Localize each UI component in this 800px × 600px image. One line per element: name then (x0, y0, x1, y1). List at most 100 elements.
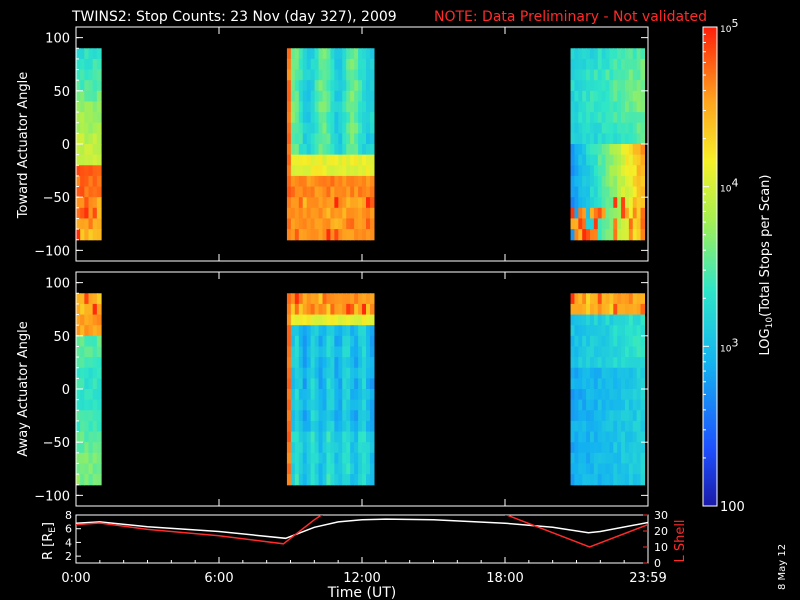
heatmap-cell (88, 186, 94, 198)
heatmap-cell (318, 80, 324, 92)
heatmap-cell (632, 293, 638, 305)
heatmap-cell (326, 122, 332, 134)
heatmap-cell (613, 399, 618, 411)
heatmap-cell (369, 335, 375, 348)
heatmap-cell (318, 378, 324, 390)
heatmap-cell (342, 144, 347, 156)
heatmap-cell (640, 357, 646, 369)
heatmap-cell (636, 378, 642, 390)
heatmap-cell (80, 229, 85, 241)
heatmap-cell (298, 452, 304, 465)
heatmap-cell (354, 144, 359, 156)
heatmap-cell (346, 122, 351, 134)
heatmap-cell (617, 58, 622, 71)
heatmap-cell (96, 90, 102, 103)
heatmap-cell (586, 420, 591, 433)
heatmap-cell (366, 101, 371, 113)
heatmap-cell (318, 122, 324, 134)
heatmap-cell (358, 229, 363, 241)
heatmap-cell (84, 335, 90, 348)
heatmap-cell (84, 303, 90, 316)
heatmap-cell (366, 154, 371, 166)
heatmap-cell (617, 80, 622, 92)
heatmap-cell (338, 346, 343, 358)
heatmap-cell (621, 197, 626, 209)
heatmap-cell (574, 90, 579, 103)
heatmap-cell (636, 207, 642, 220)
heatmap-cell (286, 133, 292, 145)
heatmap-cell (628, 303, 634, 316)
heatmap-cell (586, 335, 591, 348)
heatmap-cell (369, 165, 375, 177)
heatmap-cell (636, 112, 642, 124)
heatmap-cell (582, 399, 587, 411)
heatmap-cell (346, 197, 351, 209)
heatmap-cell (354, 314, 359, 326)
heatmap-cell (593, 101, 599, 113)
heatmap-cell (76, 410, 81, 422)
heatmap-cell (597, 101, 603, 113)
heatmap-cell (294, 122, 300, 134)
heatmap-cell (593, 410, 599, 422)
heatmap-cell (358, 154, 363, 166)
heatmap-cell (609, 357, 614, 369)
heatmap-cell (578, 229, 583, 241)
heatmap-cell (601, 58, 607, 71)
heatmap-cell (354, 378, 359, 390)
heatmap-cell (354, 474, 359, 486)
heatmap-cell (330, 357, 335, 369)
heatmap-cell (342, 207, 347, 220)
heatmap-cell (346, 431, 351, 443)
heatmap-cell (593, 474, 599, 486)
heatmap-cell (570, 90, 576, 103)
heatmap-cell (621, 346, 626, 358)
heatmap-cell (589, 175, 595, 188)
heatmap-cell (334, 58, 339, 71)
heatmap-cell (286, 303, 292, 316)
heatmap-cell (80, 367, 85, 379)
heatmap-cell (366, 420, 371, 433)
heatmap-cell (92, 165, 98, 177)
heatmap-cell (76, 122, 81, 134)
heatmap-cell (92, 218, 98, 230)
heatmap-cell (586, 186, 591, 198)
heatmap-cell (358, 112, 363, 124)
heatmap-cell (286, 378, 292, 390)
heatmap-cell (597, 197, 603, 209)
heatmap-cell (286, 154, 292, 166)
heatmap-cell (294, 378, 300, 390)
heatmap-cell (589, 389, 595, 401)
heatmap-cell (330, 229, 335, 241)
heatmap-cell (80, 293, 85, 305)
lshell-axis-label: L Shell (673, 519, 688, 562)
heatmap-cell (298, 80, 304, 92)
heatmap-cell (318, 197, 324, 209)
heatmap-cell (84, 420, 90, 433)
heatmap-cell (338, 175, 343, 188)
heatmap-cell (597, 474, 603, 486)
heatmap-cell (338, 101, 343, 113)
heatmap-cell (358, 165, 363, 177)
heatmap-cell (582, 303, 587, 316)
heatmap-cell (302, 367, 308, 379)
heatmap-cell (76, 197, 81, 209)
heatmap-cell (632, 80, 638, 92)
heatmap-cell (621, 335, 626, 348)
heatmap-cell (310, 399, 316, 411)
heatmap-cell (80, 378, 85, 390)
heatmap-cell (310, 69, 316, 81)
heatmap-cell (302, 378, 308, 390)
heatmap-cell (334, 378, 339, 390)
heatmap-cell (322, 399, 328, 411)
heatmap-cell (342, 442, 347, 454)
heatmap-cell (632, 101, 638, 113)
heatmap-cell (570, 410, 576, 422)
heatmap-cell (302, 229, 308, 241)
heatmap-cell (366, 175, 371, 188)
heatmap-cell (582, 58, 587, 71)
heatmap-cell (636, 474, 642, 486)
heatmap-cell (624, 293, 630, 305)
heatmap-cell (92, 69, 98, 81)
heatmap-cell (358, 80, 363, 92)
heatmap-cell (609, 165, 614, 177)
